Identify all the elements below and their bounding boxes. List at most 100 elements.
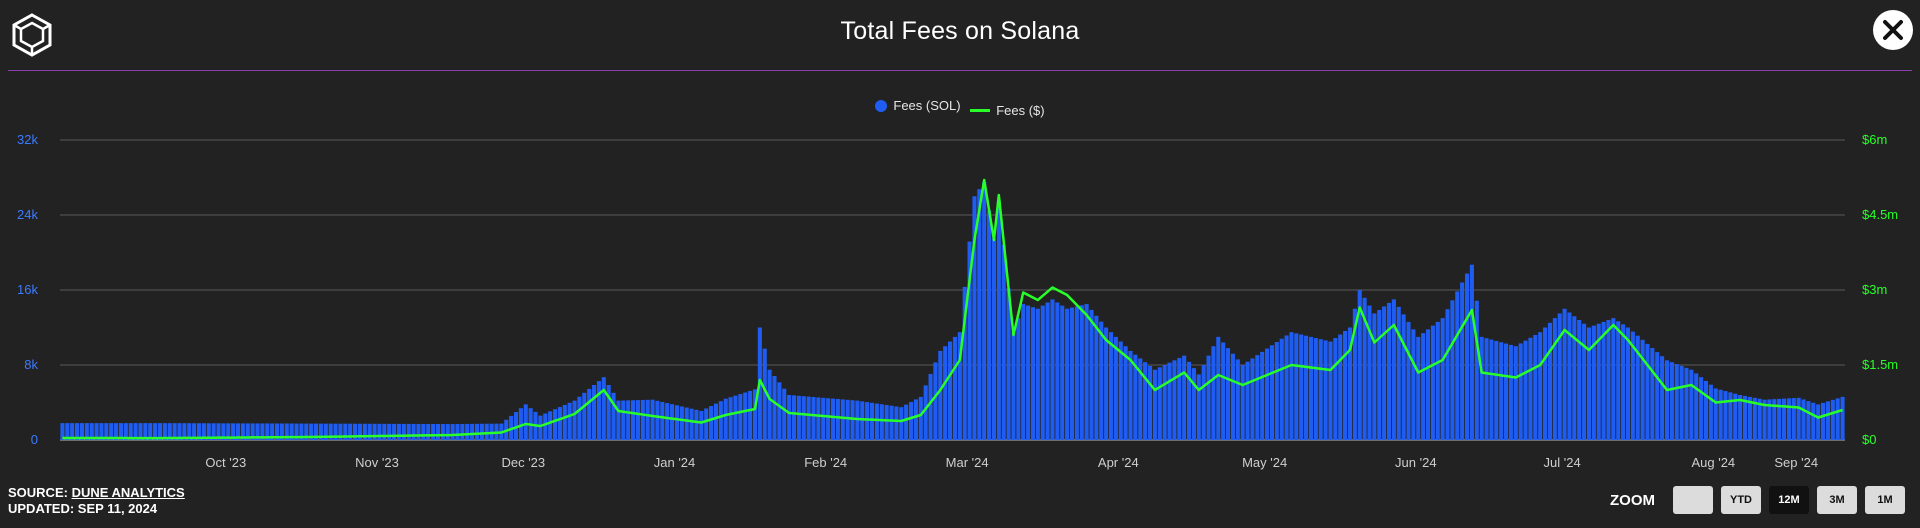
fees-sol-bar (279, 423, 284, 440)
fees-sol-bar (796, 395, 801, 440)
fees-sol-bar (314, 423, 319, 440)
fees-sol-bar (909, 402, 914, 440)
fees-sol-bar (1777, 398, 1782, 440)
fees-sol-bar (1201, 365, 1206, 440)
fees-sol-bar (157, 423, 163, 440)
header-divider (8, 70, 1912, 71)
fees-sol-bar (733, 395, 738, 440)
fees-sol-bar (1557, 313, 1562, 440)
fees-sol-bar (1699, 377, 1704, 440)
fees-sol-bar (1455, 291, 1460, 440)
fees-sol-bar (338, 423, 343, 440)
close-icon[interactable] (1873, 10, 1913, 50)
fees-sol-bar (845, 399, 850, 440)
fees-sol-bar (1074, 306, 1079, 440)
fees-sol-bar (1596, 323, 1601, 440)
close-button[interactable] (1873, 10, 1913, 50)
source-link[interactable]: DUNE ANALYTICS (71, 485, 185, 500)
fees-sol-bar (830, 398, 836, 440)
zoom-button-3m[interactable]: 3M (1817, 486, 1857, 514)
fees-sol-bar (1060, 305, 1065, 440)
fees-sol-bar (894, 406, 899, 440)
fees-sol-bar (470, 423, 475, 440)
fees-sol-bar (1216, 336, 1221, 440)
fees-sol-bar (684, 407, 689, 440)
fees-sol-bar (972, 196, 977, 440)
fees-sol-bar (94, 423, 99, 440)
fees-sol-bar (1723, 391, 1728, 440)
fees-sol-bar (577, 396, 582, 440)
fees-sol-bar (1035, 308, 1040, 440)
fees-sol-bar (1718, 389, 1723, 440)
fees-sol-bar (450, 424, 455, 440)
fees-sol-bar (1762, 399, 1767, 440)
zoom-button-12m[interactable]: 12M (1769, 486, 1809, 514)
fees-sol-bar (1708, 384, 1713, 440)
fees-sol-bar (231, 423, 236, 440)
fees-sol-bar (557, 407, 562, 440)
fees-sol-bar (1840, 396, 1845, 440)
fees-sol-bar (1830, 399, 1835, 440)
right-axis-tick-label: $1.5m (1862, 357, 1898, 372)
fees-sol-bar (513, 412, 519, 440)
fees-sol-bar (1226, 348, 1231, 440)
fees-sol-bar (1464, 273, 1470, 440)
fees-sol-bar (1133, 354, 1138, 440)
fees-sol-bar (240, 423, 245, 440)
zoom-button-ytd[interactable]: YTD (1721, 486, 1761, 514)
fees-sol-bar (206, 423, 211, 440)
source-footer: SOURCE: DUNE ANALYTICS UPDATED: SEP 11, … (8, 485, 185, 517)
fees-sol-bar (957, 332, 962, 440)
fees-sol-bar (1669, 362, 1674, 440)
fees-sol-bar (1143, 362, 1148, 440)
fees-sol-bar (333, 423, 338, 440)
fees-sol-bar (396, 423, 401, 440)
fees-sol-bar (718, 401, 723, 440)
fees-sol-bar (1757, 398, 1762, 440)
fees-sol-bar (1382, 306, 1387, 440)
fees-sol-bar (1816, 404, 1821, 440)
fees-sol-bar (635, 400, 640, 440)
legend-item-sol[interactable]: Fees (SOL) (875, 98, 961, 113)
fees-sol-bar (738, 394, 743, 440)
fees-sol-bar (1065, 308, 1070, 440)
fees-sol-bar (1313, 338, 1318, 440)
fees-sol-bar (187, 423, 192, 440)
fees-sol-bar (79, 423, 84, 440)
legend-usd-swatch (970, 108, 991, 112)
fees-sol-bar (1679, 365, 1684, 440)
legend-item-usd[interactable]: Fees ($) (970, 103, 1045, 118)
fees-sol-bar (1094, 315, 1099, 440)
fees-sol-bar (679, 406, 684, 440)
zoom-button-all[interactable] (1673, 486, 1713, 514)
fees-sol-bar (723, 398, 728, 440)
zoom-button-1m[interactable]: 1M (1865, 486, 1905, 514)
fees-sol-bar (440, 424, 445, 440)
chart-legend: Fees (SOL) Fees ($) (0, 98, 1920, 118)
fees-sol-bar (177, 423, 182, 440)
fees-sol-bar (1026, 305, 1031, 440)
fees-sol-bar (70, 423, 75, 440)
fees-sol-bar (211, 423, 216, 440)
cube-logo-icon[interactable] (8, 11, 56, 59)
fees-sol-bar (1728, 392, 1733, 440)
fees-sol-bar (114, 423, 119, 440)
fees-sol-bar (162, 423, 167, 440)
fees-sol-bar (1318, 339, 1323, 440)
fees-sol-bar (655, 400, 660, 440)
fees-sol-bar (182, 423, 187, 440)
fees-sol-bar (1089, 309, 1094, 440)
fees-sol-bar (640, 399, 645, 440)
x-axis-tick-label: Feb '24 (804, 455, 847, 470)
fees-sol-bar (1182, 355, 1187, 440)
fees-sol-bar (1582, 323, 1587, 440)
fees-sol-bar (943, 346, 948, 440)
fees-sol-bar (918, 396, 923, 440)
fees-sol-bar (299, 423, 304, 440)
fees-sol-bar (913, 399, 918, 440)
fees-sol-bar (1811, 402, 1816, 440)
fees-sol-bar (1157, 367, 1162, 440)
fees-sol-bar (621, 400, 626, 440)
fees-sol-bar (1513, 346, 1518, 440)
fees-sol-bar (1733, 393, 1738, 440)
